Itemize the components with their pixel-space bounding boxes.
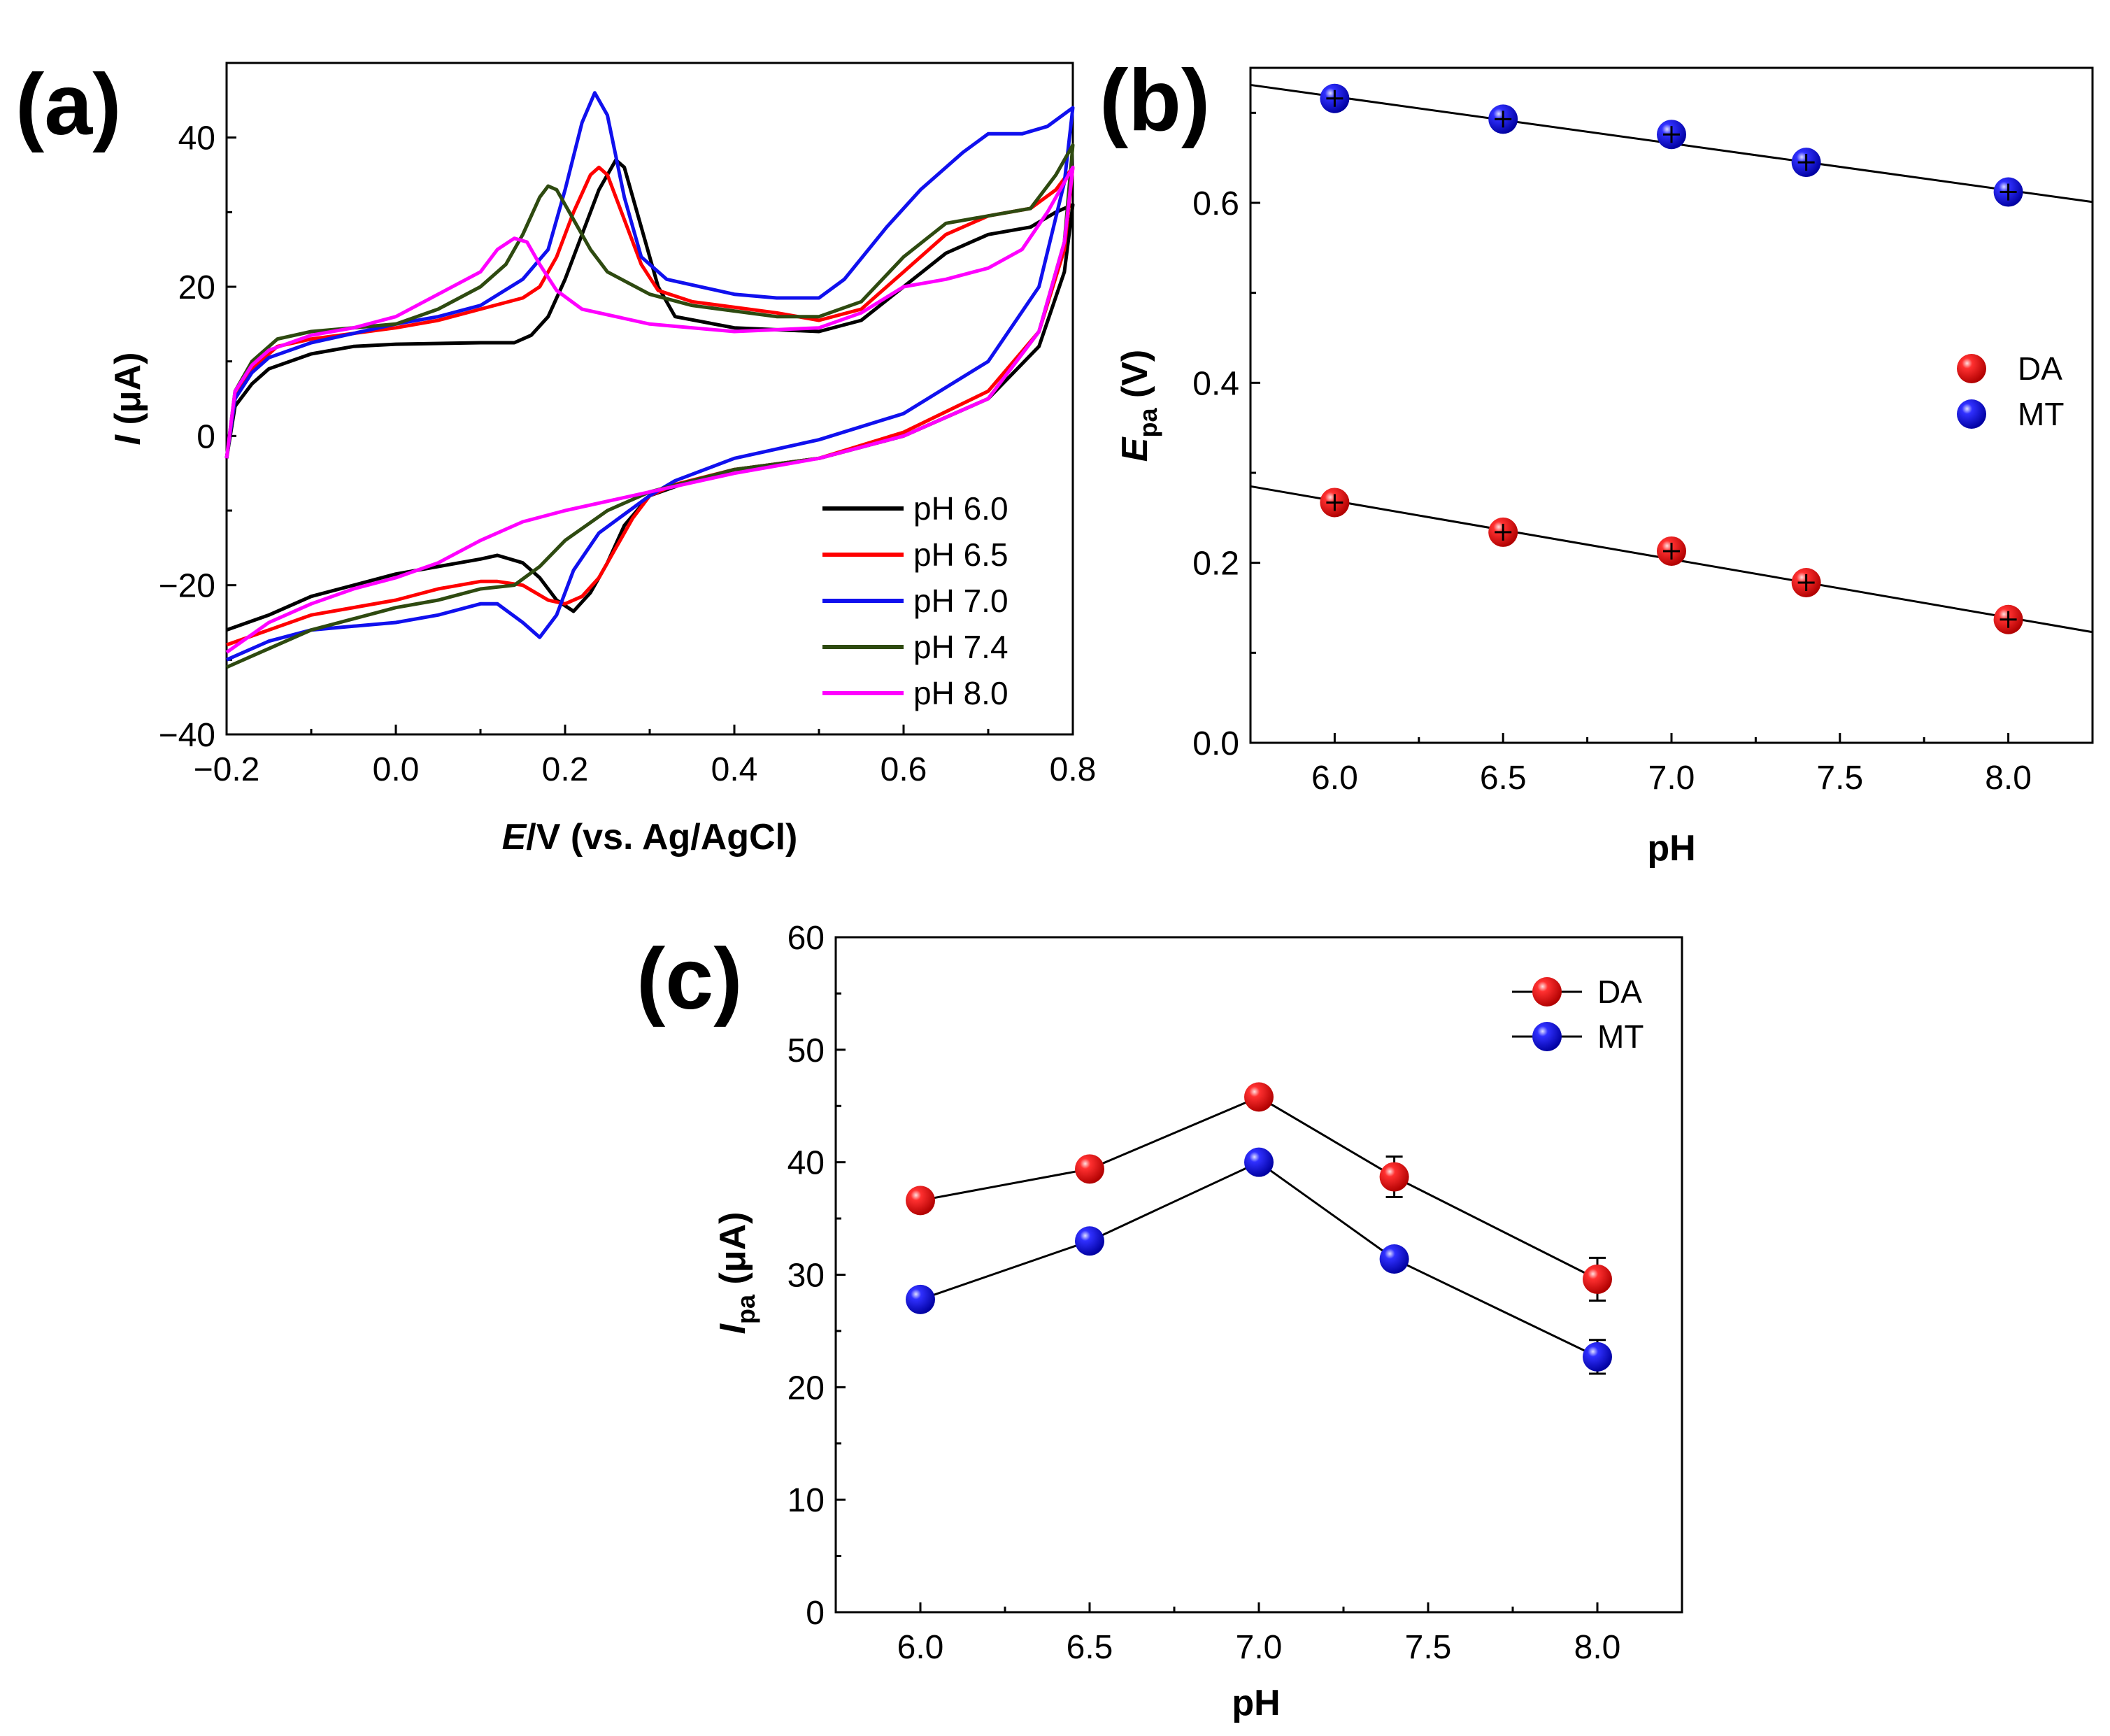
plot-a-xtick-label: 0.2 xyxy=(542,751,589,788)
panel-a: (a) −0.2 0.0 0.2 0.4 0.6 0.8 −40 −20 0 20 40 pH 6.… xyxy=(15,57,1096,858)
plot-b-ytick-label: 0.2 xyxy=(1192,546,1239,583)
plot-c-ylabel-main: I xyxy=(713,1323,753,1334)
plot-c-axes: 6.0 6.5 7.0 7.5 8.0 0 10 20 30 40 50 60 xyxy=(787,920,1621,1666)
plot-b-xtick-label: 6.5 xyxy=(1480,760,1527,797)
plot-c-ylabel: Ipa (μA) xyxy=(713,1212,760,1335)
point-DA xyxy=(906,1186,935,1216)
plot-b-points xyxy=(1320,83,2023,634)
plot-c-ytick-label: 10 xyxy=(787,1482,825,1519)
plot-c-ylabel-sub: pa xyxy=(732,1294,760,1324)
plot-a-legend: pH 6.0 pH 6.5 pH 7.0 pH 7.4 pH 8.0 xyxy=(822,490,1008,711)
legend-marker xyxy=(1957,399,1986,429)
plot-b-xtick-label: 6.0 xyxy=(1311,760,1358,797)
plot-c-points xyxy=(906,1082,1612,1375)
plot-b-ytick-label: 0.0 xyxy=(1192,725,1239,762)
plot-c-ytick-label: 0 xyxy=(806,1595,825,1632)
legend-label: pH 8.0 xyxy=(913,675,1008,711)
plot-a-curves xyxy=(224,91,1075,669)
plot-a-ytick-label: 40 xyxy=(178,120,215,157)
panel-b-label: (b) xyxy=(1099,52,1210,149)
plot-b-ylabel-main: E xyxy=(1115,436,1155,462)
cv-curve-pH65 xyxy=(224,165,1075,647)
point-MT xyxy=(1244,1147,1274,1177)
plot-b-ytick-label: 0.6 xyxy=(1192,185,1239,222)
plot-c-ytick-label: 20 xyxy=(787,1369,825,1407)
plot-c-ylabel-unit: (μA) xyxy=(713,1212,753,1295)
panel-c: (c) 6.0 6.5 7.0 7.5 8.0 0 10 20 30 40 50 60 DA MT pH… xyxy=(636,920,1683,1723)
legend-label: DA xyxy=(2018,350,2062,387)
plot-a-ylabel: I (μA) xyxy=(108,353,148,446)
plot-c-xtick-label: 6.5 xyxy=(1067,1629,1113,1666)
cv-curve-pH60 xyxy=(224,158,1075,632)
legend-label: pH 6.5 xyxy=(913,536,1008,573)
plot-a-axes: −0.2 0.0 0.2 0.4 0.6 0.8 −40 −20 0 20 40 xyxy=(159,62,1097,788)
plot-a-ytick-label: 20 xyxy=(178,269,215,306)
legend-label: pH 7.4 xyxy=(913,629,1008,665)
plot-a-xtick-label: 0.4 xyxy=(711,751,758,788)
panel-c-label: (c) xyxy=(636,931,743,1027)
plot-c-xtick-label: 7.0 xyxy=(1236,1629,1283,1666)
point-MT xyxy=(1583,1342,1612,1372)
plot-a-xtick-label: −0.2 xyxy=(194,751,260,788)
point-MT xyxy=(1379,1244,1409,1274)
plot-b-xtick-label: 7.5 xyxy=(1816,760,1863,797)
legend-label: pH 7.0 xyxy=(913,583,1008,619)
point-DA xyxy=(1244,1082,1274,1112)
cv-curve-pH70 xyxy=(224,91,1075,662)
legend-marker xyxy=(1957,354,1986,383)
plot-b-xtick-label: 8.0 xyxy=(1985,760,2032,797)
plot-c-ytick-label: 60 xyxy=(787,920,825,957)
legend-label: MT xyxy=(1597,1018,1644,1055)
plot-c-xtick-label: 7.5 xyxy=(1405,1629,1452,1666)
plot-c-ytick-label: 40 xyxy=(787,1145,825,1182)
point-MT xyxy=(1075,1226,1104,1256)
plot-c-xlabel: pH xyxy=(1232,1683,1280,1723)
plot-a-ytick-label: −40 xyxy=(159,717,215,754)
plot-b-ylabel-unit: (V) xyxy=(1115,350,1155,408)
point-MT xyxy=(906,1284,935,1314)
plot-c-lines xyxy=(920,1095,1598,1358)
legend-label: MT xyxy=(2018,396,2064,432)
series-line-MT xyxy=(920,1160,1598,1358)
plot-c-legend: DA MT xyxy=(1512,974,1644,1055)
plot-b-axes: 6.0 6.5 7.0 7.5 8.0 0.0 0.2 0.4 0.6 xyxy=(1192,111,2032,797)
point-DA xyxy=(1379,1162,1409,1192)
plot-b-ylabel: Epa (V) xyxy=(1115,350,1162,462)
plot-a-ytick-label: 0 xyxy=(197,418,215,455)
cv-curve-pH80 xyxy=(224,165,1075,654)
plot-b-xtick-label: 7.0 xyxy=(1648,760,1695,797)
plot-b-xlabel: pH xyxy=(1647,828,1695,869)
plot-a-xlabel: E/V (vs. Ag/AgCl) xyxy=(502,817,798,858)
plot-c-ytick-label: 30 xyxy=(787,1258,825,1295)
plot-c-xtick-label: 6.0 xyxy=(897,1629,944,1666)
plot-a-xtick-label: 0.8 xyxy=(1050,751,1097,788)
point-DA xyxy=(1583,1264,1612,1294)
legend-label: DA xyxy=(1597,974,1642,1010)
legend-marker xyxy=(1532,1022,1562,1051)
plot-a-xtick-label: 0.6 xyxy=(881,751,927,788)
plot-b-ylabel-sub: pa xyxy=(1134,408,1162,438)
panel-a-label: (a) xyxy=(15,57,122,153)
plot-a-xtick-label: 0.0 xyxy=(373,751,420,788)
series-line-DA xyxy=(920,1095,1598,1281)
plot-b-legend: DA MT xyxy=(1957,350,2064,432)
plot-b-ytick-label: 0.4 xyxy=(1192,365,1239,402)
cv-curve-pH74 xyxy=(224,143,1075,669)
point-DA xyxy=(1075,1154,1104,1184)
plot-c-xtick-label: 8.0 xyxy=(1574,1629,1621,1666)
legend-label: pH 6.0 xyxy=(913,490,1008,527)
plot-a-ytick-label: −20 xyxy=(159,568,215,605)
plot-c-ytick-label: 50 xyxy=(787,1032,825,1069)
legend-marker xyxy=(1532,977,1562,1006)
